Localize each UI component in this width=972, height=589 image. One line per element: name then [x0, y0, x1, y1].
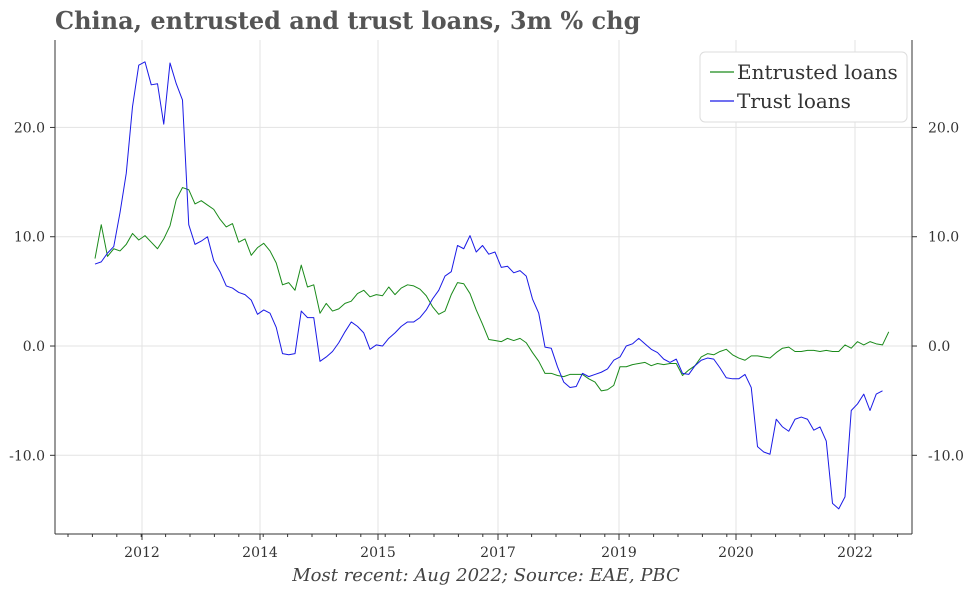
- legend-label: Trust loans: [737, 89, 851, 113]
- axes: -10.0 -10.0 0.0 0.0 10.0 10.0 20.0 20.0 2012 2014…: [9, 40, 964, 561]
- chart-title: China, entrusted and trust loans, 3m % c…: [55, 6, 641, 35]
- y-tick-label-right: 0.0: [928, 339, 950, 355]
- series-line-trust-loans: [94, 61, 883, 510]
- legend-box: [699, 51, 908, 123]
- x-tick-label: 2022: [837, 545, 873, 561]
- x-tick-label: 2012: [124, 545, 160, 561]
- chart-source-note: Most recent: Aug 2022; Source: EAE, PBC: [292, 565, 680, 586]
- x-tick-label: 2014: [242, 545, 278, 561]
- x-tick-label: 2019: [601, 545, 637, 561]
- series-line-entrusted-loans: [94, 187, 890, 392]
- y-tick-label-right: 20.0: [928, 120, 959, 136]
- grid-lines: [55, 40, 912, 534]
- legend-label: Entrusted loans: [737, 60, 898, 84]
- y-tick-label-right: -10.0: [928, 448, 964, 464]
- x-tick-label: 2017: [480, 545, 516, 561]
- y-tick-label-left: 20.0: [14, 120, 45, 136]
- x-tick-label: 2020: [718, 545, 754, 561]
- series-lines: [94, 61, 890, 510]
- y-tick-label-right: 10.0: [928, 230, 959, 246]
- y-tick-label-left: 0.0: [23, 339, 45, 355]
- y-tick-label-left: -10.0: [9, 448, 45, 464]
- legend: Entrusted loans Trust loans: [699, 51, 908, 123]
- x-tick-label: 2015: [360, 545, 396, 561]
- y-tick-label-left: 10.0: [14, 230, 45, 246]
